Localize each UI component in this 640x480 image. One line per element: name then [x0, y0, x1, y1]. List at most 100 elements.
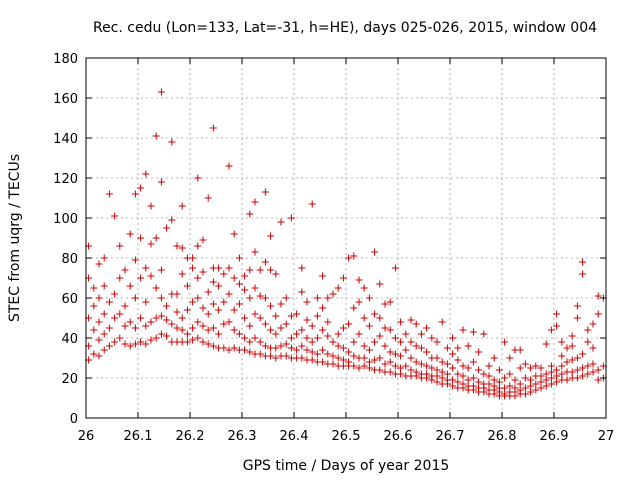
data-point: [480, 370, 488, 378]
data-point: [454, 344, 462, 352]
data-point: [230, 344, 238, 352]
data-point: [137, 234, 145, 242]
data-point: [433, 338, 441, 346]
data-point: [449, 382, 457, 390]
data-point: [261, 188, 269, 196]
data-point: [547, 326, 555, 334]
data-point: [194, 334, 202, 342]
data-point: [537, 378, 545, 386]
data-point: [152, 314, 160, 322]
y-tick-label: 80: [61, 252, 78, 267]
data-point: [256, 292, 264, 300]
y-tick-label: 0: [70, 412, 78, 427]
data-point: [308, 200, 316, 208]
data-point: [183, 330, 191, 338]
data-point: [303, 316, 311, 324]
data-point: [126, 282, 134, 290]
data-point: [256, 314, 264, 322]
data-point: [100, 254, 108, 262]
ticks-layer: [85, 57, 607, 419]
data-point: [152, 284, 160, 292]
data-point: [272, 344, 280, 352]
data-point: [251, 198, 259, 206]
data-point: [282, 294, 290, 302]
data-point: [459, 372, 467, 380]
data-point: [173, 242, 181, 250]
data-point: [246, 266, 254, 274]
data-point: [121, 266, 129, 274]
data-point: [360, 284, 368, 292]
data-point: [516, 386, 524, 394]
data-point: [95, 294, 103, 302]
data-point: [116, 274, 124, 282]
data-point: [490, 354, 498, 362]
data-point: [579, 364, 587, 372]
data-point: [246, 338, 254, 346]
x-tick-label: 26.8: [488, 429, 517, 444]
data-point: [277, 218, 285, 226]
data-point: [131, 324, 139, 332]
data-point: [246, 210, 254, 218]
data-point: [547, 362, 555, 370]
data-point: [350, 338, 358, 346]
data-point: [589, 368, 597, 376]
data-point: [469, 358, 477, 366]
data-point: [501, 338, 509, 346]
data-point: [506, 370, 514, 378]
data-point: [371, 356, 379, 364]
data-point: [215, 264, 223, 272]
data-point: [355, 330, 363, 338]
data-point: [532, 362, 540, 370]
x-tick-label: 26.6: [384, 429, 413, 444]
data-point: [267, 302, 275, 310]
data-point: [111, 290, 119, 298]
data-point: [397, 352, 405, 360]
data-point: [329, 352, 337, 360]
data-point: [178, 202, 186, 210]
data-point: [267, 232, 275, 240]
data-point: [225, 346, 233, 354]
data-point: [147, 336, 155, 344]
data-point: [189, 298, 197, 306]
data-point: [501, 390, 509, 398]
data-point: [490, 382, 498, 390]
data-point: [527, 382, 535, 390]
data-point: [126, 318, 134, 326]
data-point: [230, 326, 238, 334]
x-axis-label: GPS time / Days of year 2015: [243, 458, 450, 474]
data-point: [199, 322, 207, 330]
data-point: [194, 174, 202, 182]
data-point: [272, 270, 280, 278]
data-point: [584, 370, 592, 378]
data-point: [267, 266, 275, 274]
data-point: [194, 294, 202, 302]
data-point: [204, 340, 212, 348]
data-point: [433, 366, 441, 374]
data-point: [308, 356, 316, 364]
data-point: [204, 310, 212, 318]
data-point: [459, 326, 467, 334]
data-point: [324, 294, 332, 302]
data-point: [376, 280, 384, 288]
data-point: [339, 324, 347, 332]
data-point: [168, 320, 176, 328]
data-point: [371, 248, 379, 256]
data-point: [459, 362, 467, 370]
data-point: [303, 298, 311, 306]
data-point: [553, 372, 561, 380]
data-point: [376, 332, 384, 340]
y-tick-labels: 0 20 40 60 80 100 120 140 160 180: [53, 52, 78, 427]
data-point: [251, 334, 259, 342]
data-point: [256, 350, 264, 358]
data-point: [589, 360, 597, 368]
data-point: [402, 346, 410, 354]
data-point: [126, 342, 134, 350]
data-point: [116, 242, 124, 250]
data-point: [235, 280, 243, 288]
data-point: [391, 334, 399, 342]
data-point: [105, 190, 113, 198]
data-point: [443, 344, 451, 352]
data-point: [579, 270, 587, 278]
data-point: [298, 326, 306, 334]
data-point: [256, 266, 264, 274]
